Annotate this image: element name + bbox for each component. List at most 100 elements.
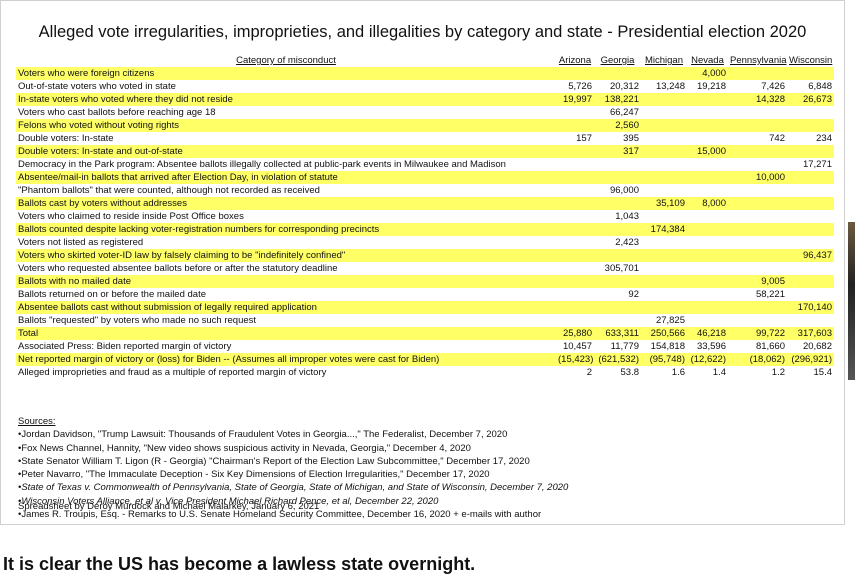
table-row: Ballots "requested" by voters who made n…	[16, 314, 834, 327]
table-cell: Alleged improprieties and fraud as a mul…	[18, 367, 327, 378]
table-cell	[787, 275, 834, 288]
table-cell: Net reported margin of victory or (loss)…	[18, 354, 440, 365]
source-item: •James R. Troupis, Esq. - Remarks to U.S…	[18, 509, 542, 521]
table-row: Absentee ballots cast without submission…	[16, 301, 834, 314]
table-cell: 99,722	[755, 328, 785, 339]
table-cell: Ballots counted despite lacking voter-re…	[18, 224, 380, 235]
sources-heading: Sources:	[18, 416, 56, 427]
table-cell	[687, 314, 728, 327]
table-cell	[556, 158, 594, 171]
table-cell: 15,000	[696, 146, 726, 157]
source-item: •State Senator William T. Ligon (R - Geo…	[18, 455, 530, 467]
table-cell: 250,566	[650, 328, 685, 339]
table-cell: Absentee/mail-in ballots that arrived af…	[18, 172, 338, 183]
table-cell	[556, 67, 594, 80]
table-cell: 8,000	[702, 198, 726, 209]
table-cell: Voters who claimed to reside inside Post…	[18, 211, 244, 222]
table-cell	[556, 184, 594, 197]
table-cell: Voters who requested absentee ballots be…	[18, 263, 338, 274]
table-cell	[594, 197, 641, 210]
table-cell	[687, 158, 728, 171]
table-cell	[728, 184, 787, 197]
table-cell	[594, 275, 641, 288]
table-cell	[687, 288, 728, 301]
table-cell: 2,423	[615, 237, 639, 248]
table-cell	[556, 288, 594, 301]
table-cell	[787, 314, 834, 327]
table-cell	[687, 171, 728, 184]
table-cell	[594, 171, 641, 184]
sources: Sources: •Jordan Davidson, "Trump Lawsuit…	[18, 415, 568, 521]
table-cell	[556, 314, 594, 327]
title: Alleged vote irregularities, improprieti…	[38, 23, 807, 41]
column-header: Arizona	[558, 55, 592, 66]
table-cell: 742	[769, 133, 785, 144]
table-cell	[787, 210, 834, 223]
table-cell	[641, 171, 687, 184]
table-cell	[787, 67, 834, 80]
table-cell: 19,997	[562, 94, 592, 105]
table-cell	[556, 197, 594, 210]
table-cell	[687, 119, 728, 132]
table-cell	[728, 106, 787, 119]
table-cell	[728, 145, 787, 158]
column-header: Georgia	[600, 55, 635, 66]
source-item: •Wisconsin Voters Alliance, et al v. Vic…	[18, 495, 439, 507]
table-cell: 5,726	[568, 81, 592, 92]
table-cell: 305,701	[604, 263, 639, 274]
table-cell: 17,271	[802, 159, 832, 170]
table-cell	[687, 249, 728, 262]
table-row: Voters who were foreign citizens 4,000	[16, 67, 834, 80]
table-cell	[728, 197, 787, 210]
table-cell	[594, 314, 641, 327]
table-cell: 154,818	[650, 341, 685, 352]
table-row: Ballots returned on or before the mailed…	[16, 288, 834, 301]
table-cell	[728, 314, 787, 327]
table-cell: (621,532)	[598, 354, 639, 365]
table-row: Associated Press: Biden reported margin …	[16, 340, 834, 353]
table-cell	[594, 249, 641, 262]
table-cell: 96,437	[802, 250, 832, 261]
table-cell	[687, 275, 728, 288]
table-cell: 26,673	[802, 94, 832, 105]
table-cell	[641, 184, 687, 197]
table-row: Voters not listed as registered 2,423	[16, 236, 834, 249]
table-cell: 20,312	[609, 81, 639, 92]
table-cell	[641, 236, 687, 249]
table-cell	[641, 106, 687, 119]
edge-decoration	[848, 222, 855, 380]
table-row: Ballots with no mailed date 9,005	[16, 275, 834, 288]
table-cell	[556, 236, 594, 249]
table-cell: 27,825	[655, 315, 685, 326]
table-cell: (12,622)	[690, 354, 726, 365]
table-cell	[728, 301, 787, 314]
table-cell: 96,000	[609, 185, 639, 196]
table-cell: 1.4	[712, 367, 726, 378]
table-cell	[687, 262, 728, 275]
table-cell	[594, 67, 641, 80]
table-cell: 2,560	[615, 120, 639, 131]
table-cell	[787, 197, 834, 210]
table-row: Out-of-state voters who voted in state 5,…	[16, 80, 834, 93]
table-cell	[787, 145, 834, 158]
table-cell: 7,426	[761, 81, 785, 92]
table-cell: 53.8	[620, 367, 640, 378]
table-cell	[556, 249, 594, 262]
table-cell: Felons who voted without voting rights	[18, 120, 180, 131]
table-cell	[687, 106, 728, 119]
table-cell	[556, 119, 594, 132]
table-cell: In-state voters who voted where they did…	[18, 94, 233, 105]
table-cell: 35,109	[655, 198, 685, 209]
table-cell: 15.4	[813, 367, 833, 378]
table-cell	[687, 301, 728, 314]
table-cell	[641, 132, 687, 145]
table-cell: 234	[816, 133, 832, 144]
table-cell	[556, 262, 594, 275]
table-row: Voters who cast ballots before reaching …	[16, 106, 834, 119]
table-cell	[641, 119, 687, 132]
column-header: Category of misconduct	[236, 55, 336, 66]
table-cell	[728, 210, 787, 223]
table-cell: Voters not listed as registered	[18, 237, 144, 248]
table-cell	[687, 93, 728, 106]
